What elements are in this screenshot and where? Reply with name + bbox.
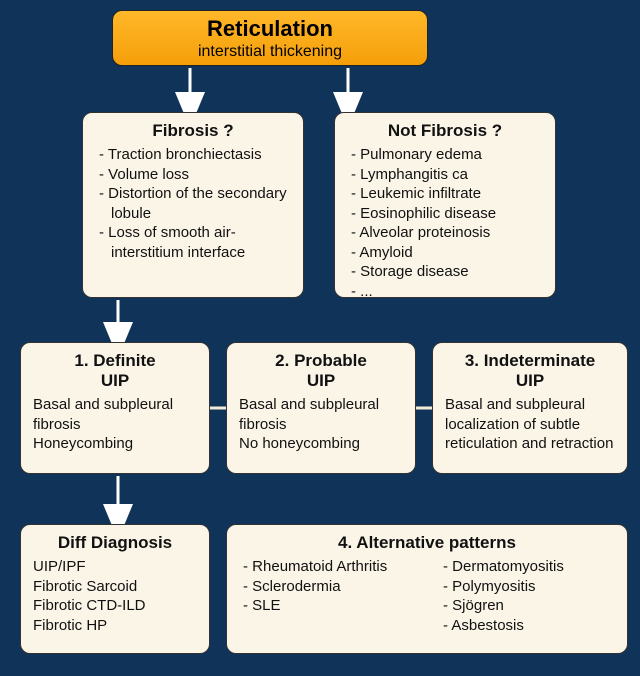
probable-box: 2. ProbableUIP Basal and subpleural fibr… <box>226 342 416 474</box>
fibrosis-item: Traction bronchiectasis <box>99 145 291 165</box>
diffdx-title: Diff Diagnosis <box>33 533 197 553</box>
notfibrosis-item: Eosinophilic disease <box>351 204 543 224</box>
indeterminate-body: Basal and subpleural localization of sub… <box>445 395 615 454</box>
notfibrosis-item: Alveolar proteinosis <box>351 223 543 243</box>
definite-title: 1. DefiniteUIP <box>33 351 197 391</box>
definite-body: Honeycombing <box>33 434 197 454</box>
header-box: Reticulation interstitial thickening <box>112 10 428 66</box>
alternative-item: Rheumatoid Arthritis <box>243 557 415 577</box>
indeterminate-title: 3. IndeterminateUIP <box>445 351 615 391</box>
notfibrosis-item: Lymphangitis ca <box>351 165 543 185</box>
diffdx-box: Diff Diagnosis UIP/IPF Fibrotic Sarcoid … <box>20 524 210 654</box>
alternative-col1: Rheumatoid Arthritis Sclerodermia SLE <box>239 557 415 635</box>
header-title: Reticulation <box>119 17 421 41</box>
diffdx-line: Fibrotic Sarcoid <box>33 577 197 597</box>
alternative-item: Sclerodermia <box>243 577 415 597</box>
diffdx-line: Fibrotic HP <box>33 616 197 636</box>
notfibrosis-item: ... <box>351 282 543 302</box>
indeterminate-box: 3. IndeterminateUIP Basal and subpleural… <box>432 342 628 474</box>
notfibrosis-item: Amyloid <box>351 243 543 263</box>
fibrosis-item: Volume loss <box>99 165 291 185</box>
notfibrosis-item: Storage disease <box>351 262 543 282</box>
alternative-item: Polymyositis <box>443 577 615 597</box>
header-subtitle: interstitial thickening <box>119 43 421 61</box>
fibrosis-list: Traction bronchiectasis Volume loss Dist… <box>95 145 291 262</box>
alternative-box: 4. Alternative patterns Rheumatoid Arthr… <box>226 524 628 654</box>
probable-body: Basal and subpleural fibrosis <box>239 395 403 434</box>
notfibrosis-box: Not Fibrosis ? Pulmonary edema Lymphangi… <box>334 112 556 298</box>
alternative-item: SLE <box>243 596 415 616</box>
probable-title: 2. ProbableUIP <box>239 351 403 391</box>
fibrosis-item: Loss of smooth air-interstitium interfac… <box>99 223 291 262</box>
fibrosis-item: Distortion of the secondary lobule <box>99 184 291 223</box>
notfibrosis-list: Pulmonary edema Lymphangitis ca Leukemic… <box>347 145 543 301</box>
diffdx-line: UIP/IPF <box>33 557 197 577</box>
definite-box: 1. DefiniteUIP Basal and subpleural fibr… <box>20 342 210 474</box>
fibrosis-box: Fibrosis ? Traction bronchiectasis Volum… <box>82 112 304 298</box>
alternative-item: Asbestosis <box>443 616 615 636</box>
definite-body: Basal and subpleural fibrosis <box>33 395 197 434</box>
notfibrosis-item: Pulmonary edema <box>351 145 543 165</box>
probable-body: No honeycombing <box>239 434 403 454</box>
diffdx-line: Fibrotic CTD-ILD <box>33 596 197 616</box>
alternative-item: Dermatomyositis <box>443 557 615 577</box>
alternative-col2: Dermatomyositis Polymyositis Sjögren Asb… <box>439 557 615 635</box>
notfibrosis-title: Not Fibrosis ? <box>347 121 543 141</box>
notfibrosis-item: Leukemic infiltrate <box>351 184 543 204</box>
alternative-title: 4. Alternative patterns <box>239 533 615 553</box>
fibrosis-title: Fibrosis ? <box>95 121 291 141</box>
alternative-item: Sjögren <box>443 596 615 616</box>
